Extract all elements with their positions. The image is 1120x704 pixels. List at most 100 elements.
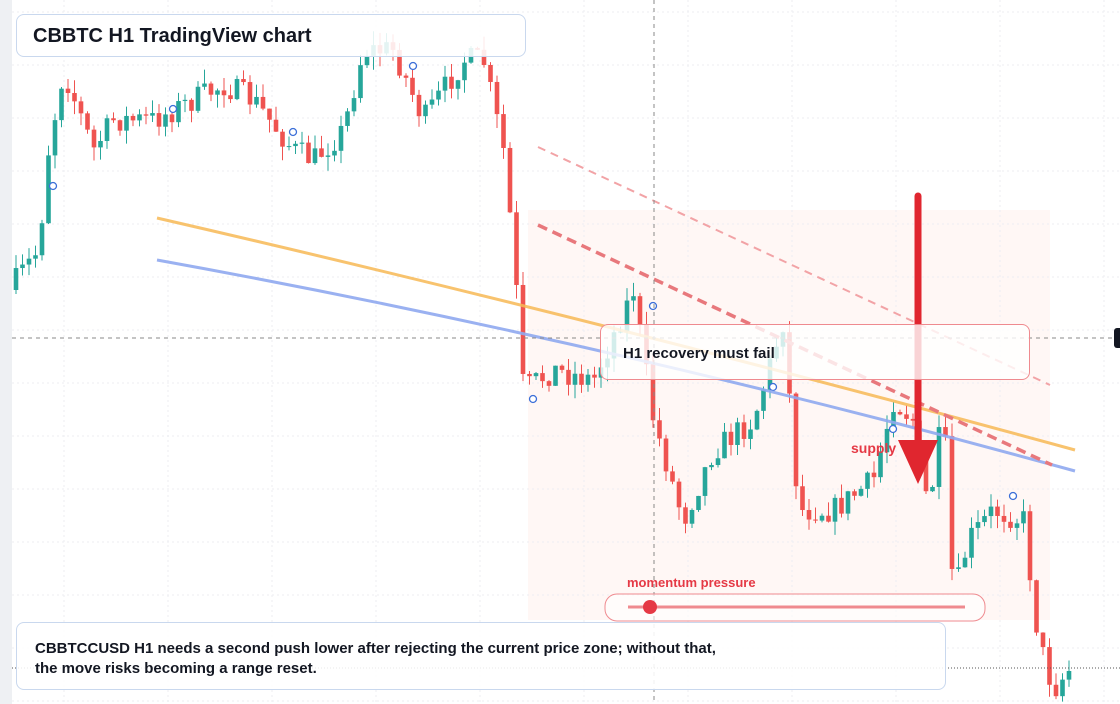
candle-body (1066, 670, 1072, 680)
candle-body (65, 88, 71, 94)
candle-body (85, 113, 90, 130)
candle-body (1027, 511, 1033, 581)
candle-body (709, 465, 714, 468)
candle-body (410, 77, 415, 95)
candle-body (572, 373, 578, 385)
candle-body (826, 515, 831, 522)
candle-body (312, 148, 318, 164)
candle-body (13, 268, 19, 290)
candle-body (1053, 684, 1059, 697)
candle-body (98, 140, 103, 148)
zone-shade (528, 210, 1050, 620)
candle-body (46, 155, 51, 224)
candle-body (637, 296, 643, 325)
candle-body (878, 452, 883, 478)
candle-body (293, 143, 298, 147)
candle-body (884, 428, 890, 453)
left-strip (0, 0, 12, 704)
candle-body (189, 99, 194, 111)
candle-body (429, 99, 435, 105)
candle-body (956, 567, 961, 569)
candle-body (806, 510, 812, 520)
candle-body (663, 438, 669, 472)
candle-body (111, 118, 116, 121)
candle-body (1060, 679, 1065, 697)
candle-body (904, 414, 909, 419)
candle-body (130, 115, 136, 121)
candle-body (501, 114, 506, 148)
candle-body (722, 431, 727, 459)
candle-body (852, 491, 857, 496)
candle-body (358, 65, 363, 99)
momentum-knob (643, 600, 657, 614)
down-arrow-head (898, 440, 938, 484)
candle-body (741, 422, 747, 439)
candle-body (241, 79, 246, 83)
candles (13, 31, 1072, 702)
candle-body (462, 62, 467, 81)
candle-body (936, 427, 942, 487)
candle-body (735, 422, 740, 445)
candle-body (748, 429, 753, 439)
candle-body (982, 516, 987, 523)
candle-body (163, 114, 168, 127)
candle-body (962, 557, 968, 568)
signal-dot (168, 104, 178, 114)
candle-body (514, 212, 519, 285)
candle-body (104, 118, 110, 141)
candle-body (1014, 523, 1020, 528)
candle-body (858, 488, 864, 496)
trendline-lower (537, 223, 1053, 467)
candle-body (124, 115, 129, 131)
candle-body (923, 446, 929, 492)
candle-body (527, 373, 532, 377)
candle-body (566, 369, 571, 385)
signal-dot (648, 301, 658, 311)
candle-body (507, 147, 513, 213)
candle-body (91, 129, 97, 148)
candle-body (670, 471, 675, 482)
candle-body (657, 420, 662, 439)
candle-body (1021, 511, 1026, 524)
candle-body (728, 431, 734, 445)
candle-body (1034, 580, 1039, 633)
candle-body (351, 98, 357, 112)
candle-body (423, 104, 428, 117)
candle-body (215, 90, 220, 95)
candle-body (819, 515, 825, 521)
candle-body (930, 486, 935, 492)
candle-body (78, 101, 84, 114)
candle-body (754, 410, 760, 430)
candle-body (676, 481, 682, 508)
candle-body (52, 120, 58, 156)
candle-body (143, 114, 149, 116)
candle-body (332, 150, 337, 156)
candle-body (345, 111, 350, 126)
candle-body (117, 120, 123, 131)
candle-body (338, 125, 344, 151)
candle-body (195, 86, 201, 111)
candle-body (228, 95, 233, 100)
caption-box: CBBTCCUSD H1 needs a second push lower a… (16, 622, 946, 690)
candle-body (208, 83, 214, 95)
candle-body (260, 96, 266, 109)
title-box: CBBTC H1 TradingView chart (16, 14, 526, 57)
candle-body (520, 284, 526, 374)
candle-body (72, 93, 77, 102)
candle-body (546, 381, 552, 386)
price-tag (1114, 328, 1120, 348)
candle-body (26, 258, 32, 265)
candle-body (221, 90, 227, 96)
candle-body (702, 467, 708, 496)
candle-body (364, 55, 370, 66)
candle-body (20, 264, 25, 269)
signal-dot (408, 61, 418, 71)
candle-body (839, 497, 844, 514)
candle-body (442, 76, 448, 91)
candle-body (696, 495, 701, 510)
candle-body (650, 364, 656, 421)
candle-body (319, 148, 324, 157)
candle-body (579, 373, 584, 385)
supply-label: supply (851, 440, 897, 456)
